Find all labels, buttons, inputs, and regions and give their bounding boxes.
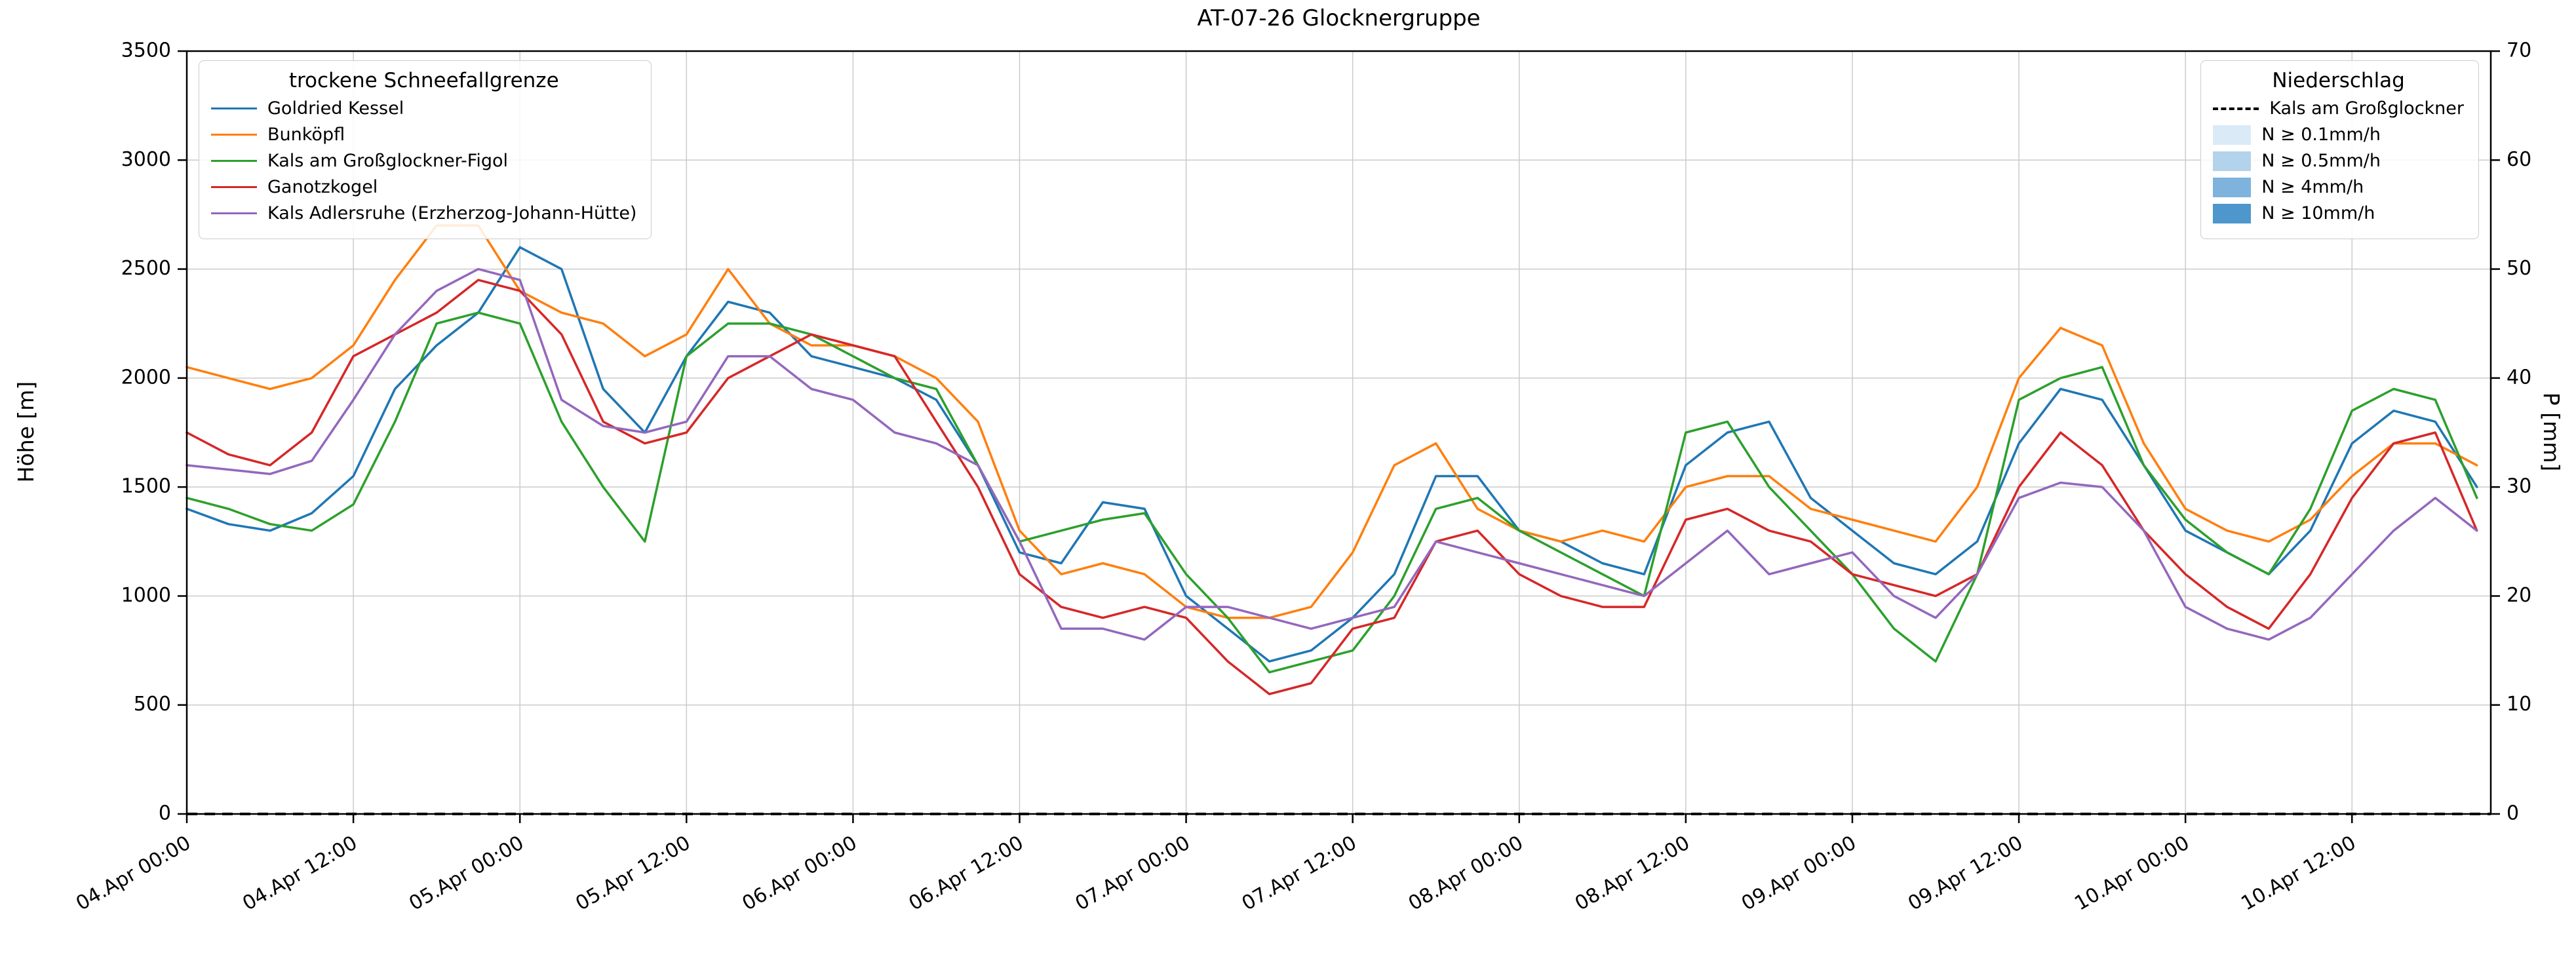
y-tick-label-left: 2000 [121, 366, 171, 389]
x-tick-label: 10.Apr 00:00 [2071, 832, 2193, 916]
legend-item: Kals am Großglockner-Figol [211, 151, 636, 171]
series-lines [185, 224, 2478, 695]
y-tick-label-left: 500 [134, 693, 171, 716]
legend-patch-sample [2213, 125, 2252, 145]
legend-item-label: N ≥ 10mm/h [2261, 203, 2375, 223]
chart-title: AT-07-26 Glocknergruppe [1197, 5, 1481, 31]
legend-patch-sample [2213, 151, 2252, 171]
legend-item: N ≥ 4mm/h [2213, 177, 2464, 197]
series-line [185, 279, 2478, 695]
x-tick-label: 08.Apr 00:00 [1405, 832, 1527, 916]
y-tick-label-right: 10 [2507, 693, 2531, 716]
series-line [185, 311, 2478, 674]
series-line [185, 246, 2478, 663]
y-tick-label-left: 0 [159, 802, 171, 825]
legend-line-sample [211, 160, 257, 162]
y-axis-left: 0 500 1000 1500 2000 2500 3000 3500 [121, 39, 187, 825]
x-tick-label: 05.Apr 00:00 [405, 832, 528, 916]
legend-item-label: Kals am Großglockner [2269, 98, 2464, 119]
x-tick-label: 09.Apr 00:00 [1738, 832, 1860, 916]
y-tick-label-right: 20 [2507, 584, 2531, 607]
legend-line-sample [211, 107, 257, 109]
y-tick-label-right: 30 [2507, 475, 2531, 498]
legend-item: N ≥ 10mm/h [2213, 203, 2464, 223]
legend-item-label: N ≥ 0.1mm/h [2261, 125, 2381, 145]
series-line [185, 267, 2478, 641]
y-tick-label-left: 3500 [121, 39, 171, 62]
legend-line-sample [211, 186, 257, 188]
legend-item-label: N ≥ 0.5mm/h [2261, 151, 2381, 171]
legend-patch-sample [2213, 177, 2252, 197]
y-tick-label-left: 2500 [121, 257, 171, 280]
legend-item: N ≥ 0.5mm/h [2213, 151, 2464, 171]
y-axis-label-left: Höhe [m] [13, 381, 39, 483]
legend-precipitation-title: Niederschlag [2272, 69, 2405, 92]
legend-line-sample [211, 212, 257, 214]
x-tick-label: 06.Apr 12:00 [905, 832, 1028, 916]
y-tick-label-left: 1500 [121, 475, 171, 498]
y-tick-label-right: 0 [2507, 802, 2519, 825]
legend-item: Kals Adlersruhe (Erzherzog-Johann-Hütte) [211, 203, 636, 223]
x-tick-label: 08.Apr 12:00 [1571, 832, 1694, 916]
x-tick-label: 06.Apr 00:00 [738, 832, 861, 916]
x-tick-label: 09.Apr 12:00 [1904, 832, 2027, 916]
y-tick-label-right: 50 [2507, 257, 2531, 280]
y-axis-right: 0 10 20 30 40 50 60 70 [2491, 39, 2531, 825]
legend-item-label: N ≥ 4mm/h [2261, 177, 2364, 197]
legend-precipitation: Niederschlag Kals am Großglockner N ≥ 0.1… [2200, 60, 2479, 239]
legend-item-label: Bunköpfl [267, 125, 345, 145]
legend-item-label: Goldried Kessel [267, 98, 404, 119]
x-tick-label: 07.Apr 00:00 [1072, 832, 1194, 916]
plot-spines [185, 50, 2492, 815]
y-tick-label-right: 40 [2507, 366, 2531, 389]
legend-snowline-title: trockene Schneefallgrenze [288, 69, 559, 92]
legend-item: N ≥ 0.1mm/h [2213, 125, 2464, 145]
y-tick-label-right: 60 [2507, 148, 2531, 171]
y-tick-label-right: 70 [2507, 39, 2531, 62]
legend-line-sample [211, 134, 257, 136]
legend-item: Ganotzkogel [211, 177, 636, 197]
legend-snowline: trockene Schneefallgrenze Goldried Kesse… [199, 60, 652, 239]
x-tick-label: 07.Apr 12:00 [1238, 832, 1361, 916]
y-tick-label-left: 3000 [121, 148, 171, 171]
legend-item: Bunköpfl [211, 125, 636, 145]
legend-item-label: Kals Adlersruhe (Erzherzog-Johann-Hütte) [267, 203, 637, 223]
x-tick-label: 04.Apr 00:00 [72, 832, 195, 916]
legend-item-label: Kals am Großglockner-Figol [267, 151, 509, 171]
x-tick-label: 04.Apr 12:00 [239, 832, 361, 916]
legend-patch-sample [2213, 203, 2252, 223]
y-axis-label-right: P [mm] [2539, 392, 2564, 472]
legend-item: Goldried Kessel [211, 98, 636, 119]
x-tick-label: 10.Apr 12:00 [2237, 832, 2360, 916]
x-axis: 04.Apr 00:00 04.Apr 12:00 05.Apr 00:00 05.A… [72, 814, 2360, 916]
legend-dashed-line-sample [2213, 107, 2259, 110]
y-tick-label-left: 1000 [121, 584, 171, 607]
legend-item-label: Ganotzkogel [267, 177, 378, 197]
series-line [185, 224, 2478, 619]
legend-item: Kals am Großglockner [2213, 98, 2464, 119]
x-tick-label: 05.Apr 12:00 [572, 832, 694, 916]
